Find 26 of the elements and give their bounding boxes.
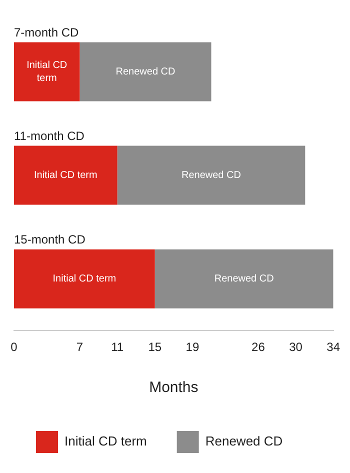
legend-label: Renewed CD xyxy=(205,434,283,449)
x-tick-label: 0 xyxy=(10,340,18,354)
x-tick-label: 7 xyxy=(76,340,84,354)
y-tick-label: 11-month CD xyxy=(14,129,85,144)
text: Initial CD term xyxy=(52,274,116,285)
bar xyxy=(14,146,118,205)
bar xyxy=(117,146,306,205)
x-tick-label: 26 xyxy=(252,340,266,354)
text: Renewed CD xyxy=(116,66,176,78)
bar xyxy=(80,42,212,102)
x-tick-label: 34 xyxy=(326,340,340,354)
text: Renewed CD xyxy=(214,274,274,285)
y-tick-label: 7-month CD xyxy=(14,26,80,40)
bar xyxy=(14,249,155,308)
text: Initial CD term xyxy=(34,170,98,182)
x-tick-label: 30 xyxy=(289,340,303,354)
x-tick-label: 15 xyxy=(148,340,162,354)
text: Renewed CD xyxy=(181,170,241,182)
bar xyxy=(154,249,334,308)
x-axis-title: Months xyxy=(149,379,198,396)
x-tick-label: 19 xyxy=(186,340,200,354)
text: Initial CD term xyxy=(26,60,68,84)
bar xyxy=(14,42,80,102)
y-tick-label: 15-month CD xyxy=(14,232,86,247)
legend-label: Initial CD term xyxy=(64,434,147,449)
x-tick-label: 11 xyxy=(111,340,124,354)
